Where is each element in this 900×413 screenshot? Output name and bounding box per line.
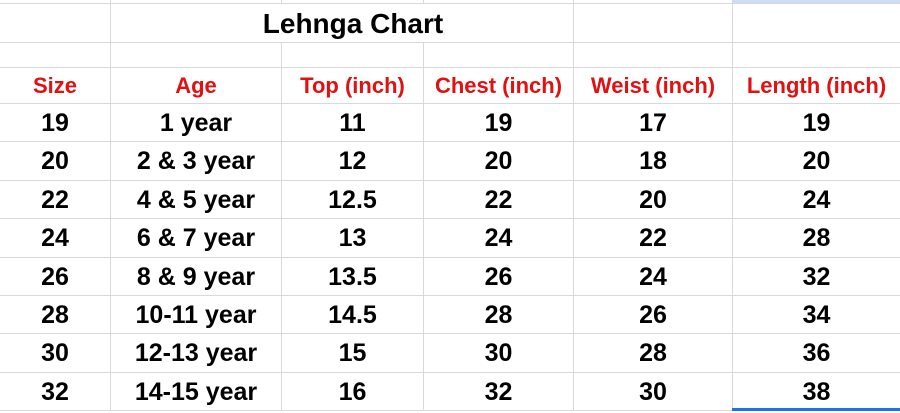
cell[interactable] xyxy=(733,43,900,68)
cell[interactable] xyxy=(0,43,111,68)
cell[interactable]: 30 xyxy=(424,334,574,373)
cell[interactable]: 18 xyxy=(574,142,733,181)
cell[interactable]: 20 xyxy=(574,180,733,220)
cell[interactable]: 30 xyxy=(0,334,111,373)
cell[interactable] xyxy=(574,43,733,68)
cell[interactable] xyxy=(282,0,424,4)
header-cell-age[interactable]: Age xyxy=(111,68,282,104)
cell[interactable]: 34 xyxy=(733,296,900,335)
cell[interactable] xyxy=(424,4,574,43)
cell[interactable]: 24 xyxy=(733,181,900,220)
cell[interactable]: 10-11 year xyxy=(111,295,282,335)
cell[interactable]: 32 xyxy=(733,258,900,296)
cell[interactable]: 1 year xyxy=(111,104,282,143)
cell[interactable]: 16 xyxy=(282,372,424,412)
cell[interactable]: 26 xyxy=(574,295,733,335)
cell[interactable]: 4 & 5 year xyxy=(111,180,282,220)
header-cell-length[interactable]: Length (inch) xyxy=(733,68,900,104)
cell[interactable]: 24 xyxy=(424,219,574,258)
cell[interactable]: 11 xyxy=(282,104,424,143)
cell[interactable] xyxy=(0,4,111,43)
cell[interactable]: 24 xyxy=(0,219,111,258)
cell[interactable]: 20 xyxy=(0,142,111,181)
cell[interactable]: 20 xyxy=(424,142,574,181)
cell[interactable]: 28 xyxy=(574,334,733,373)
cell[interactable]: 12-13 year xyxy=(111,334,282,373)
cell[interactable]: 2 & 3 year xyxy=(111,142,282,181)
cell[interactable]: 13 xyxy=(282,219,424,258)
cell[interactable] xyxy=(424,0,574,4)
cell[interactable]: 12 xyxy=(282,142,424,181)
cell[interactable] xyxy=(574,4,733,43)
cell[interactable] xyxy=(733,4,900,43)
cell[interactable]: 22 xyxy=(424,180,574,220)
cell[interactable]: 26 xyxy=(0,257,111,296)
cell[interactable]: 8 & 9 year xyxy=(111,257,282,296)
cell[interactable] xyxy=(111,0,282,4)
sheet-title-cell[interactable] xyxy=(282,4,424,43)
cell[interactable] xyxy=(424,43,574,68)
header-cell-chest[interactable]: Chest (inch) xyxy=(424,68,574,104)
cell[interactable]: 30 xyxy=(574,372,733,412)
cell[interactable]: 32 xyxy=(0,372,111,412)
cell[interactable] xyxy=(282,43,424,68)
cell[interactable]: 19 xyxy=(424,104,574,143)
cell[interactable] xyxy=(0,0,111,4)
cell[interactable] xyxy=(574,0,733,4)
selection-border xyxy=(732,408,900,411)
cell[interactable]: 17 xyxy=(574,104,733,143)
cell-selection-highlight[interactable] xyxy=(733,0,900,4)
cell[interactable]: 32 xyxy=(424,372,574,412)
cell[interactable]: 20 xyxy=(733,142,900,181)
cell[interactable]: 26 xyxy=(424,257,574,296)
cell[interactable]: 14.5 xyxy=(282,295,424,335)
header-cell-weist[interactable]: Weist (inch) xyxy=(574,68,733,104)
cell[interactable]: 12.5 xyxy=(282,180,424,220)
cell[interactable]: 22 xyxy=(574,219,733,258)
cell-selected[interactable]: 38 xyxy=(733,373,900,412)
cell[interactable]: 28 xyxy=(424,295,574,335)
cell[interactable]: 19 xyxy=(0,104,111,143)
cell[interactable]: 13.5 xyxy=(282,257,424,296)
cell[interactable]: 6 & 7 year xyxy=(111,219,282,258)
cell[interactable] xyxy=(111,43,282,68)
header-cell-size[interactable]: Size xyxy=(0,68,111,104)
cell[interactable]: 22 xyxy=(0,180,111,220)
header-cell-top[interactable]: Top (inch) xyxy=(282,68,424,104)
cell[interactable]: 28 xyxy=(733,219,900,258)
cell[interactable]: 15 xyxy=(282,334,424,373)
cell[interactable]: 14-15 year xyxy=(111,372,282,412)
cell[interactable]: 36 xyxy=(733,334,900,373)
cell[interactable]: 24 xyxy=(574,257,733,296)
cell[interactable]: 19 xyxy=(733,104,900,143)
cell[interactable]: 28 xyxy=(0,295,111,335)
cell[interactable] xyxy=(111,4,282,43)
